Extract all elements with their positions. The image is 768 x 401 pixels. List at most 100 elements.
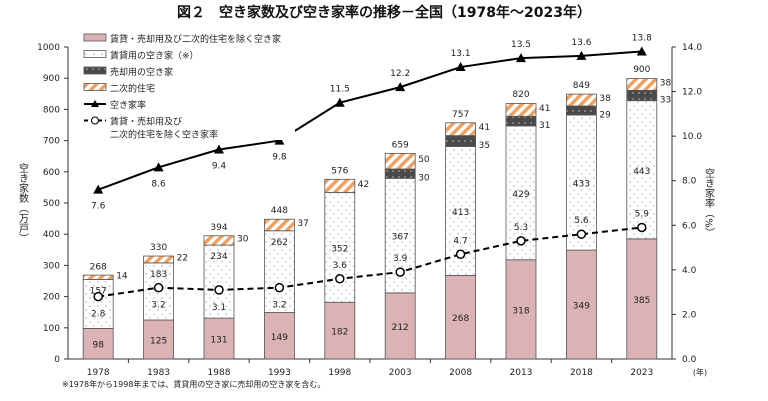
vacancy-rate-marker bbox=[153, 162, 164, 172]
y2-tick-label: 12.0 bbox=[682, 88, 702, 98]
vacancy-rate-label: 12.2 bbox=[390, 69, 410, 79]
bar-value-label: 367 bbox=[392, 233, 409, 243]
bar-value-label: 14 bbox=[116, 271, 128, 281]
bar-value-label: 41 bbox=[539, 104, 550, 114]
excluded-rate-marker bbox=[395, 267, 405, 277]
bar-excluded bbox=[505, 259, 537, 360]
bar-value-label: 318 bbox=[512, 306, 529, 316]
bar-value-label: 352 bbox=[331, 244, 348, 254]
bar-excluded bbox=[626, 238, 658, 360]
vacancy-rate-marker bbox=[395, 82, 406, 92]
x-tick-label: 1993 bbox=[268, 368, 291, 378]
excluded-rate-marker bbox=[516, 236, 526, 246]
y2-tick-label: 4.0 bbox=[682, 266, 697, 276]
y-tick-label: 0 bbox=[54, 355, 60, 365]
bar-value-label: 125 bbox=[150, 337, 167, 347]
total-label: 849 bbox=[573, 81, 590, 91]
excluded-rate-label: 3.2 bbox=[151, 301, 165, 311]
y-tick-label: 800 bbox=[43, 105, 60, 115]
vacancy-rate-label: 11.5 bbox=[330, 85, 350, 95]
legend-swatch-bar-secondary bbox=[83, 83, 107, 91]
circle-icon bbox=[91, 116, 99, 125]
bar-value-label: 429 bbox=[512, 190, 529, 200]
excluded-rate-label: 3.1 bbox=[212, 303, 226, 313]
vacancy-rate-label: 13.6 bbox=[571, 38, 591, 48]
bar-value-label: 183 bbox=[150, 270, 167, 280]
y-tick-label: 900 bbox=[43, 74, 60, 84]
total-label: 268 bbox=[90, 262, 107, 272]
vacancy-rate-label: 8.6 bbox=[151, 179, 166, 189]
bar-value-label: 443 bbox=[633, 167, 650, 177]
total-label: 330 bbox=[150, 243, 167, 253]
bar-excluded bbox=[384, 292, 416, 360]
bar-value-label: 157 bbox=[90, 286, 107, 296]
y-tick-label: 1000 bbox=[37, 43, 60, 53]
excluded-rate-label: 4.7 bbox=[453, 236, 467, 246]
bar-value-label: 30 bbox=[237, 234, 249, 244]
bar-excluded bbox=[566, 249, 597, 360]
bar-rental bbox=[203, 244, 235, 319]
bar-secondary bbox=[143, 255, 175, 264]
bar-value-label: 38 bbox=[660, 78, 672, 88]
bar-sale bbox=[384, 168, 416, 179]
bar-value-label: 33 bbox=[660, 96, 671, 106]
footnote: ※1978年から1998年までは、賃貸用の空き家に売却用の空き家を含む。 bbox=[62, 380, 326, 389]
excluded-rate-line bbox=[98, 226, 642, 298]
bar-secondary bbox=[626, 78, 658, 91]
bar-value-label: 38 bbox=[599, 94, 611, 104]
bar-secondary bbox=[263, 218, 295, 232]
legend-label: 二次的住宅を除く空き家率 bbox=[110, 129, 218, 141]
legend-swatch-bar-sale bbox=[83, 66, 107, 75]
vacancy-rate-line bbox=[97, 50, 642, 191]
bar-sale bbox=[445, 135, 477, 147]
x-tick-label: 1978 bbox=[87, 368, 110, 378]
bar-secondary bbox=[505, 103, 537, 117]
bar-sale bbox=[505, 115, 537, 127]
total-label: 448 bbox=[271, 206, 288, 216]
bar-value-label: 29 bbox=[599, 110, 611, 120]
bar-value-label: 131 bbox=[210, 336, 227, 346]
x-tick-label: 2003 bbox=[389, 368, 412, 378]
y-tick-label: 700 bbox=[43, 137, 60, 147]
vacancy-rate-marker bbox=[636, 46, 647, 56]
bar-value-label: 212 bbox=[392, 323, 409, 333]
vacancy-rate-label: 13.1 bbox=[451, 49, 471, 59]
x-tick-label: 2008 bbox=[449, 368, 472, 378]
bar-secondary bbox=[566, 93, 597, 107]
legend-label: 賃貸・売却用及び bbox=[110, 116, 182, 128]
bar-rental bbox=[566, 114, 597, 251]
x-tick-label: 1998 bbox=[328, 368, 351, 378]
x-tick-label: 1983 bbox=[147, 368, 170, 378]
bar-secondary bbox=[324, 178, 356, 193]
vacancy-rate-marker bbox=[274, 135, 285, 145]
bar-value-label: 149 bbox=[271, 333, 288, 343]
y2-tick-label: 2.0 bbox=[682, 310, 697, 320]
x-tick-label: 2018 bbox=[570, 368, 593, 378]
x-tick-label: 2023 bbox=[630, 368, 653, 378]
vacancy-rate-marker bbox=[93, 184, 104, 194]
legend-label: 賃貸用の空き家（※） bbox=[110, 50, 199, 62]
vacancy-rate-marker bbox=[516, 53, 526, 63]
chart-title: 図２ 空き家数及び空き家率の推移－全国（1978年～2023年） bbox=[177, 5, 591, 21]
bar-value-label: 98 bbox=[92, 341, 104, 351]
x-tick-label: 2013 bbox=[510, 368, 533, 378]
vacancy-rate-marker bbox=[455, 62, 466, 72]
excluded-rate-marker bbox=[274, 282, 285, 293]
bar-value-label: 31 bbox=[539, 121, 550, 131]
bar-value-label: 268 bbox=[452, 314, 469, 324]
y-tick-label: 200 bbox=[43, 293, 60, 303]
total-label: 820 bbox=[512, 90, 529, 100]
vacancy-rate-marker bbox=[576, 50, 587, 60]
y2-tick-label: 10.0 bbox=[682, 132, 702, 142]
excluded-rate-marker bbox=[455, 249, 466, 260]
bar-value-label: 262 bbox=[271, 238, 288, 248]
vacancy-rate-label: 9.8 bbox=[272, 153, 287, 163]
y2-tick-label: 6.0 bbox=[682, 221, 697, 231]
legend-background bbox=[80, 30, 295, 140]
excluded-rate-marker bbox=[637, 222, 647, 233]
bar-excluded bbox=[143, 319, 175, 360]
total-label: 659 bbox=[392, 140, 409, 150]
vacancy-rate-label: 13.5 bbox=[511, 40, 531, 50]
excluded-rate-label: 3.2 bbox=[272, 301, 286, 311]
